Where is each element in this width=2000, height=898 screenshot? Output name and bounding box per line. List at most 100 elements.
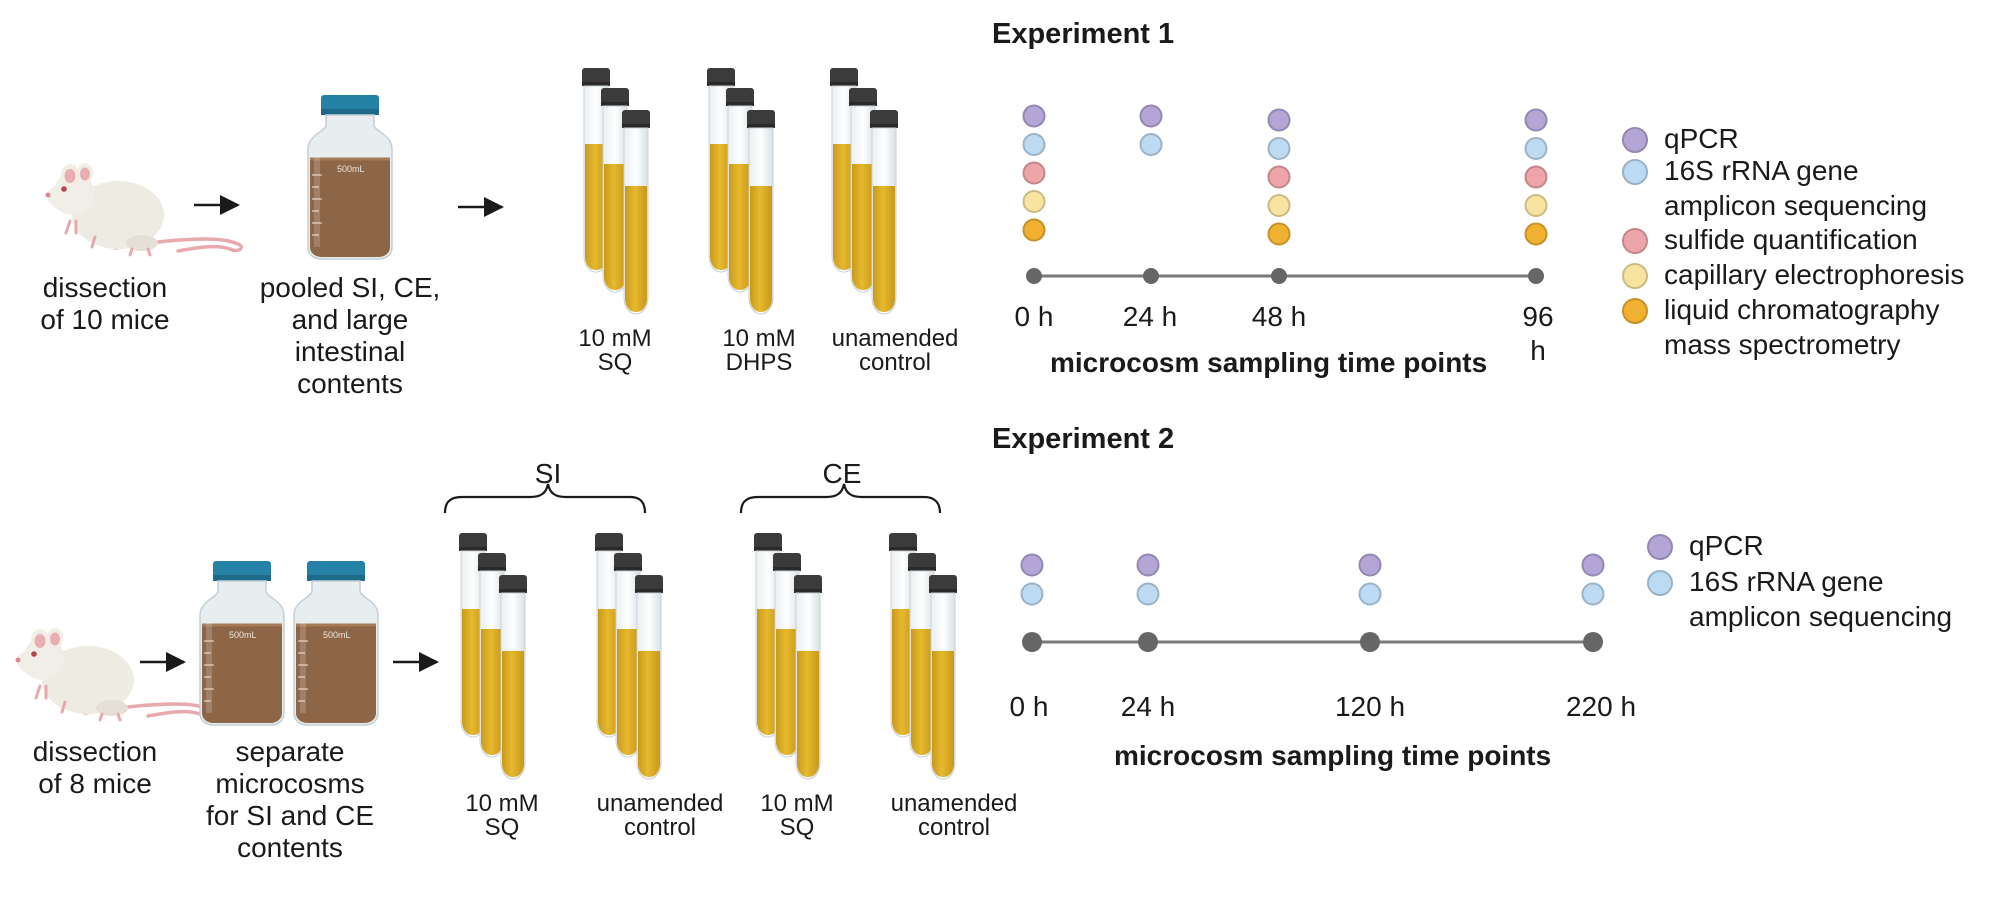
sample-dot-qpcr — [1267, 108, 1291, 132]
bottle-illustration — [292, 559, 380, 727]
dissection-label: dissection of 8 mice — [32, 736, 158, 799]
legend-text: 16S rRNA gene amplicon sequencing — [1689, 566, 1953, 632]
legend-swatch — [1622, 298, 1648, 324]
tube-group-si-control — [594, 532, 664, 780]
bracket-label-si: SI — [534, 458, 562, 489]
sample-dot-capillary — [1524, 194, 1548, 217]
timepoint-node — [1360, 632, 1380, 652]
legend-item-qpcr: qPCR — [1647, 528, 1764, 563]
sample-dot-rrna — [1581, 582, 1605, 606]
legend-item-capillary: capillary electrophoresis — [1622, 257, 1964, 292]
tube-group-ce-control — [888, 532, 958, 780]
sample-dot-rrna — [1139, 133, 1163, 156]
legend-text: qPCR — [1664, 123, 1739, 154]
mouse-illustration — [13, 626, 214, 722]
legend-item-16s-rrna: 16S rRNA gene amplicon sequencing — [1622, 153, 1927, 223]
timeline-exp2 — [1020, 553, 1605, 652]
separate-microcosms-label: separate microcosms for SI and CE conten… — [205, 736, 375, 863]
bracket-si — [443, 483, 647, 514]
sample-dot-qpcr — [1524, 108, 1548, 132]
tube-label-ce-control: unamended control — [890, 790, 1018, 841]
bracket-label-ce: CE — [822, 458, 862, 489]
sample-dot-qpcr — [1358, 553, 1382, 577]
legend-text: sulfide quantification — [1664, 224, 1918, 255]
legend-swatch — [1647, 534, 1673, 560]
sample-dot-lcms — [1267, 222, 1291, 246]
bottle-label: 500mL — [229, 630, 257, 640]
timepoint-node — [1143, 268, 1159, 284]
sample-dot-sulfide — [1022, 161, 1046, 185]
bottle-illustration — [198, 559, 286, 727]
tube-group-control — [829, 67, 899, 315]
sample-dot-rrna — [1358, 582, 1382, 606]
tube-group-dhps — [706, 67, 776, 315]
tick-label: 220 h — [1565, 691, 1637, 722]
experiment-2-title: Experiment 2 — [992, 423, 1175, 455]
timepoint-node — [1026, 268, 1042, 284]
sample-dot-sulfide — [1267, 165, 1291, 189]
tick-label: 120 h — [1334, 691, 1406, 722]
timepoint-node — [1138, 632, 1158, 652]
bottle-label: 500mL — [337, 164, 365, 174]
pooled-contents-label: pooled SI, CE, and large intestinal cont… — [259, 272, 441, 399]
legend-item-16s-rrna: 16S rRNA gene amplicon sequencing — [1647, 564, 1952, 634]
tube-group-ce-sq — [753, 532, 823, 780]
tick-label: 48 h — [1251, 301, 1307, 332]
bottle-illustration — [306, 93, 394, 261]
timepoint-node — [1271, 268, 1287, 284]
legend-item-sulfide: sulfide quantification — [1622, 222, 1918, 257]
legend-text: capillary electrophoresis — [1664, 259, 1965, 290]
legend-swatch — [1622, 127, 1648, 153]
sample-dot-capillary — [1022, 190, 1046, 213]
sample-dot-rrna — [1020, 582, 1044, 606]
tube-label-control: unamended control — [831, 325, 959, 376]
sample-dot-rrna — [1022, 133, 1046, 156]
sample-dot-qpcr — [1020, 553, 1044, 577]
tube-label-si-sq: 10 mM SQ — [465, 790, 539, 841]
timeline-title: microcosm sampling time points — [1114, 740, 1552, 771]
tick-label: 96 h — [1522, 301, 1554, 366]
legend-swatch — [1622, 159, 1648, 185]
sample-dot-rrna — [1524, 137, 1548, 160]
legend-swatch — [1622, 263, 1648, 289]
tick-label: 0 h — [1009, 691, 1049, 722]
legend-text: 16S rRNA gene amplicon sequencing — [1664, 155, 1928, 221]
sample-dot-qpcr — [1136, 553, 1160, 577]
mouse-illustration — [43, 161, 244, 257]
tick-label: 24 h — [1120, 691, 1176, 722]
legend-swatch — [1647, 570, 1673, 596]
tube-label-ce-sq: 10 mM SQ — [760, 790, 834, 841]
tube-label-sq: 10 mM SQ — [578, 325, 652, 376]
sample-dot-rrna — [1267, 137, 1291, 160]
tube-group-sq — [581, 67, 651, 315]
bottle-label: 500mL — [323, 630, 351, 640]
legend-swatch — [1622, 228, 1648, 254]
tube-group-si-sq — [458, 532, 528, 780]
legend-item-qpcr: qPCR — [1622, 121, 1739, 156]
timepoint-node — [1022, 632, 1042, 652]
legend-text: liquid chromatography mass spectrometry — [1664, 294, 1940, 360]
legend-item-lcms: liquid chromatography mass spectrometry — [1622, 292, 1940, 362]
timepoint-node — [1528, 268, 1544, 284]
tick-label: 24 h — [1122, 301, 1178, 332]
legend-text: qPCR — [1689, 530, 1764, 561]
sample-dot-sulfide — [1524, 165, 1548, 189]
experiment-1-title: Experiment 1 — [992, 18, 1175, 50]
bracket-ce — [739, 483, 942, 514]
sample-dot-lcms — [1022, 218, 1046, 242]
tube-label-si-control: unamended control — [596, 790, 724, 841]
sample-dot-qpcr — [1581, 553, 1605, 577]
sample-dot-qpcr — [1139, 104, 1163, 128]
sample-dot-lcms — [1524, 222, 1548, 246]
tick-label: 0 h — [1014, 301, 1054, 332]
timeline-exp1 — [1022, 104, 1548, 284]
timepoint-node — [1583, 632, 1603, 652]
sample-dot-qpcr — [1022, 104, 1046, 128]
sample-dot-rrna — [1136, 582, 1160, 606]
dissection-label: dissection of 10 mice — [40, 272, 170, 335]
timeline-title: microcosm sampling time points — [1050, 347, 1488, 378]
sample-dot-capillary — [1267, 194, 1291, 217]
tube-label-dhps: 10 mM DHPS — [722, 325, 796, 376]
